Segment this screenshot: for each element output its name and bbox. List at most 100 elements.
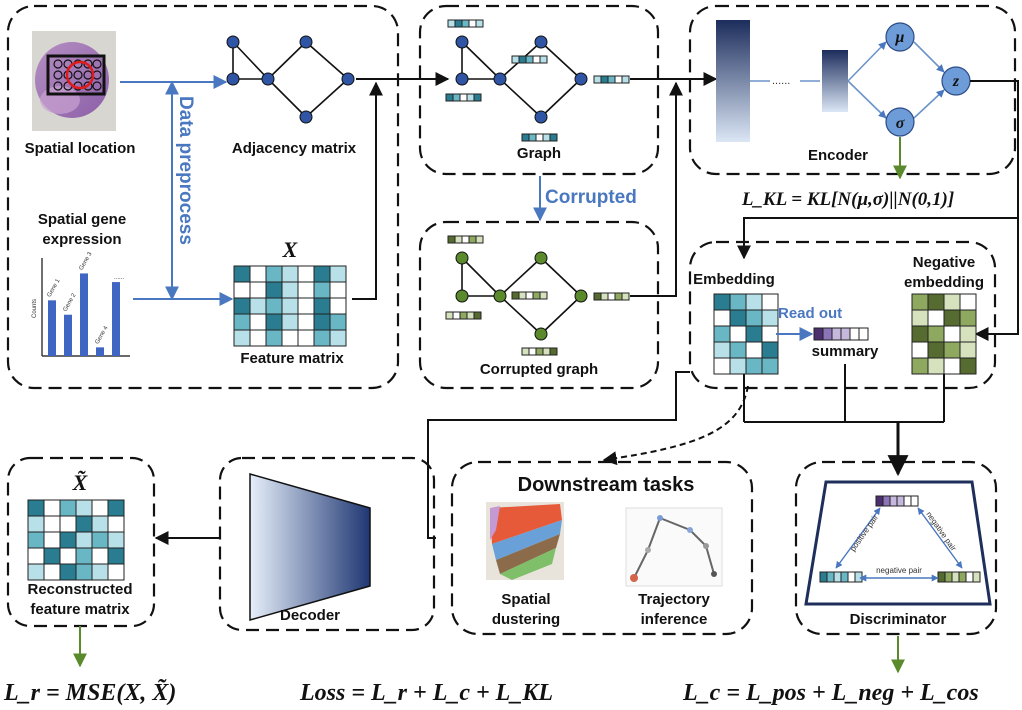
graph-node — [341, 72, 355, 86]
bar-tick-label: Gene 4 — [95, 325, 110, 346]
trajectory-label-1: Trajectory — [638, 591, 710, 608]
data-preprocess-label: Data preprocess — [175, 96, 196, 245]
bar-tick-label: Gene 1 — [47, 278, 62, 299]
matrix-cell — [265, 313, 283, 331]
vector-cell — [525, 55, 534, 64]
vector-cell — [854, 571, 863, 583]
vector-cell — [600, 292, 609, 301]
bar-chart-ylabel: Counts — [32, 299, 38, 318]
matrix-cell — [281, 281, 299, 299]
matrix-cell — [249, 313, 267, 331]
negative-embedding-label-2: embedding — [904, 274, 984, 291]
vector-cell — [549, 133, 558, 142]
matrix-cell — [911, 309, 929, 327]
matrix-cell — [729, 293, 747, 311]
matrix-cell — [927, 325, 945, 343]
graph-node — [455, 251, 469, 265]
tissue-slide-image — [32, 31, 116, 131]
matrix-cell — [959, 341, 977, 359]
vector-cell — [511, 291, 520, 300]
matrix-cell — [313, 329, 331, 347]
matrix-cell — [959, 309, 977, 327]
vector-cell — [473, 93, 482, 102]
vector-cell — [521, 347, 530, 356]
vector-cell — [944, 571, 953, 583]
summary-label: summary — [812, 343, 879, 360]
matrix-cell — [297, 313, 315, 331]
matrix-cell — [43, 531, 61, 549]
corrupted-graph-label: Corrupted graph — [480, 361, 598, 378]
vector-cell — [822, 327, 833, 341]
matrix-cell — [249, 281, 267, 299]
vector-cell — [532, 55, 541, 64]
bar-tick-label: Gene 2 — [63, 292, 78, 313]
matrix-cell — [911, 341, 929, 359]
matrix-cell — [329, 265, 347, 283]
vector-cell — [875, 495, 884, 507]
vector-cell — [542, 347, 551, 356]
bar — [112, 282, 120, 356]
vector-cell — [454, 235, 463, 244]
spatial-clustering-label-1: Spatial — [501, 591, 550, 608]
spatial-clustering-label-2: dustering — [492, 611, 560, 628]
vector-cell — [468, 235, 477, 244]
reconstructed-symbol: X̃ — [72, 470, 89, 495]
z-to-negative-embedding-arrow — [970, 80, 1019, 341]
matrix-cell — [297, 329, 315, 347]
graph-node — [534, 35, 548, 49]
spatial-location-label: Spatial location — [25, 140, 136, 157]
adjacency-graph — [232, 41, 349, 118]
input-panel — [6, 4, 400, 390]
embedding-matrix — [713, 293, 779, 375]
contrastive-loss-formula: L_c = L_pos + L_neg + L_cos — [682, 680, 979, 706]
graph-node — [534, 327, 548, 341]
matrix-cell — [75, 499, 93, 517]
trajectory-image — [625, 507, 723, 587]
downstream-panel — [450, 460, 754, 636]
graph-node — [534, 110, 548, 124]
matrix-cell — [729, 341, 747, 359]
vector-cell — [518, 55, 527, 64]
matrix-cell — [943, 325, 961, 343]
vector-cell — [847, 571, 856, 583]
vector-cell — [849, 327, 860, 341]
vector-cell — [535, 347, 544, 356]
matrix-cell — [729, 325, 747, 343]
vector-cell — [840, 571, 849, 583]
vector-cell — [539, 55, 548, 64]
vector-cell — [511, 55, 520, 64]
vector-cell — [831, 327, 842, 341]
graph-node — [299, 35, 313, 49]
matrix-cell — [281, 313, 299, 331]
vector-cell — [473, 311, 482, 320]
bar — [96, 347, 104, 356]
reconstruction-loss-formula: L_r = MSE(X, X̃) — [3, 680, 176, 706]
matrix-cell — [313, 281, 331, 299]
vector-cell — [826, 571, 835, 583]
matrix-cell — [927, 357, 945, 375]
matrix-cell — [233, 265, 251, 283]
mu-symbol: μ — [895, 29, 905, 46]
negative-embedding-label-1: Negative — [913, 254, 976, 271]
matrix-cell — [729, 357, 747, 375]
matrix-cell — [265, 297, 283, 315]
feature-matrix-symbol: X — [282, 237, 299, 262]
graph-node — [261, 72, 275, 86]
vector-cell — [539, 291, 548, 300]
embedding-label: Embedding — [693, 271, 775, 288]
graph-panel — [418, 4, 660, 176]
downstream-title: Downstream tasks — [518, 474, 695, 496]
graph-node — [493, 289, 507, 303]
spatial-gene-expression-label-1: Spatial gene — [38, 211, 126, 228]
vector-cell — [882, 495, 891, 507]
decoder-shape — [249, 473, 371, 621]
encoder-layer-small — [822, 50, 848, 112]
graph-node — [574, 72, 588, 86]
matrix-cell — [313, 265, 331, 283]
encoder-label: Encoder — [808, 147, 868, 164]
matrix-cell — [745, 293, 763, 311]
matrix-cell — [43, 563, 61, 581]
matrix-cell — [91, 547, 109, 565]
matrix-cell — [43, 547, 61, 565]
matrix-cell — [761, 293, 779, 311]
